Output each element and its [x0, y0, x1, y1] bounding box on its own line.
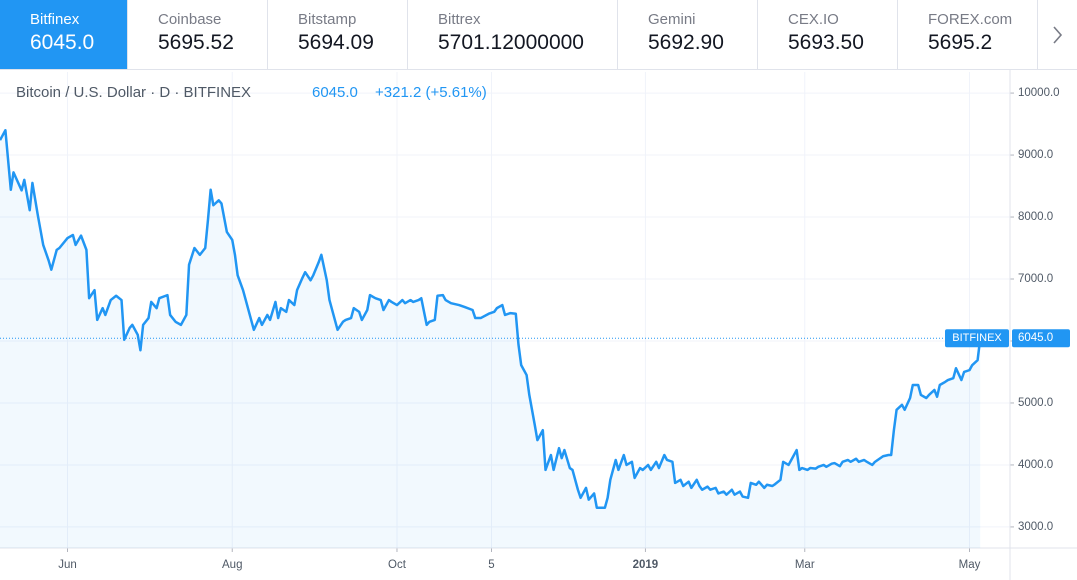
exchange-tab[interactable]: Bitfinex 6045.0	[0, 0, 128, 69]
y-tick-label: 9000.0	[1018, 149, 1053, 161]
y-tick-label: 10000.0	[1018, 87, 1060, 99]
exchange-tab[interactable]: Coinbase 5695.52	[128, 0, 268, 69]
exchange-price: 5694.09	[298, 31, 374, 54]
x-tick-label: Jun	[58, 559, 77, 571]
exchange-price: 5701.12000000	[438, 31, 584, 54]
last-label-bg	[1012, 329, 1070, 348]
chart: Bitcoin / U.S. Dollar · D · BITFINEX 604…	[0, 70, 1077, 580]
exchange-name: Coinbase	[158, 11, 222, 28]
exchange-tab[interactable]: Bitstamp 5694.09	[268, 0, 408, 69]
axis-tag: BITFINEX	[952, 332, 1002, 344]
exchange-name: CEX.IO	[788, 11, 839, 28]
exchange-price: 5692.90	[648, 31, 724, 54]
y-tick-label: 5000.0	[1018, 397, 1053, 409]
exchange-tab[interactable]: Bittrex 5701.12000000	[408, 0, 618, 69]
exchange-price: 5693.50	[788, 31, 864, 54]
last-price: 6045.0	[312, 84, 358, 101]
axis-tag-bg	[945, 329, 1009, 348]
exchange-tab[interactable]: Gemini 5692.90	[618, 0, 758, 69]
y-tick-label: 3000.0	[1018, 521, 1053, 533]
exchange-name: Bitfinex	[30, 11, 80, 28]
chart-title: Bitcoin / U.S. Dollar · D · BITFINEX	[16, 84, 251, 101]
exchange-tabs: Bitfinex 6045.0 Coinbase 5695.52 Bitstamp 5…	[0, 0, 1077, 70]
exchange-tab[interactable]: FOREX.com 5695.2	[898, 0, 1038, 69]
chevron-icon	[1053, 26, 1063, 44]
exchange-price: 5695.52	[158, 31, 234, 54]
exchange-name: Bitstamp	[298, 11, 357, 28]
y-tick-label: 4000.0	[1018, 459, 1053, 471]
exchange-name: Bittrex	[438, 11, 481, 28]
x-tick-label: May	[959, 559, 981, 571]
x-tick-label: 5	[488, 559, 494, 571]
x-tick-label: Mar	[795, 559, 815, 571]
exchange-tab[interactable]: CEX.IO 5693.50	[758, 0, 898, 69]
y-tick-label: 8000.0	[1018, 211, 1053, 223]
y-tick-label: 7000.0	[1018, 273, 1053, 285]
exchange-name: FOREX.com	[928, 11, 1013, 28]
price-change: +321.2 (+5.61%)	[375, 84, 487, 101]
price-line	[0, 129, 982, 509]
x-tick-label: 2019	[633, 559, 659, 571]
area-fill	[0, 130, 981, 548]
next-button[interactable]	[1038, 0, 1077, 69]
exchange-price: 5695.2	[928, 31, 993, 54]
last-label: 6045.0	[1018, 332, 1053, 344]
x-tick-label: Oct	[388, 559, 407, 571]
x-tick-label: Aug	[222, 559, 242, 571]
exchange-price: 6045.0	[30, 31, 95, 54]
exchange-name: Gemini	[648, 11, 696, 28]
